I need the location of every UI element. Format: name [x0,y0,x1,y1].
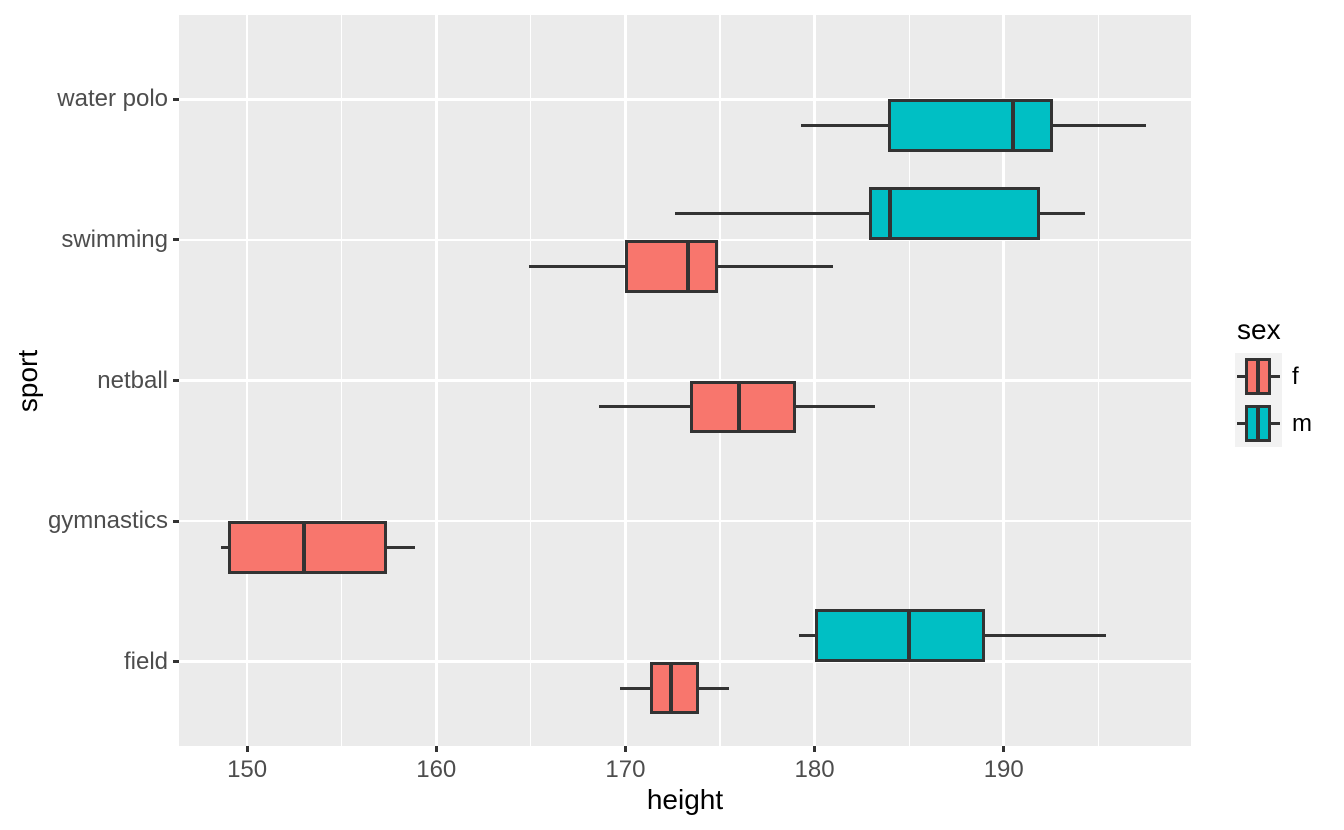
legend-label-m: m [1292,410,1312,437]
boxplot-whisker-high [699,686,730,690]
y-tick-label: water polo [57,85,168,113]
boxplot-box-f [689,380,796,434]
legend-boxplot-median-icon [1256,405,1260,442]
y-tick-mark [173,660,179,664]
y-tick-label: swimming [61,225,168,253]
x-tick-mark [813,746,817,752]
y-gridline-major [179,660,1191,663]
boxplot-median [685,242,691,290]
boxplot-whisker-high [1039,212,1086,216]
boxplot-box-f [625,239,719,293]
x-axis-title: height [646,784,724,815]
y-gridline-major [179,379,1191,382]
boxplot-whisker-high [984,633,1106,637]
x-tick-label: 180 [794,756,835,783]
x-tick-mark [1002,746,1006,752]
y-gridline-major [179,519,1191,523]
boxplot-median [906,611,912,659]
x-tick-label: 150 [227,756,268,783]
y-tick-label: netball [97,366,168,394]
boxplot-whisker-high [718,264,834,268]
boxplot-median [668,664,674,712]
boxplot-whisker-low [598,405,690,409]
boxplot-whisker-low [528,264,626,268]
boxplot-median [887,190,893,237]
legend-key-m [1235,400,1282,447]
x-tick-mark [434,746,438,752]
legend-key-f [1235,353,1282,400]
boxplot-whisker-low [799,633,815,637]
legend-label-f: f [1292,363,1299,390]
boxplot-whisker-high [1052,124,1146,128]
y-gridline-major [179,98,1191,101]
boxplot-whisker-low [619,686,650,690]
boxplot-whisker-high [387,545,416,549]
y-tick-mark [173,97,179,101]
x-tick-label: 190 [983,756,1024,783]
y-tick-mark [173,519,179,523]
boxplot-median [301,524,307,571]
boxplot-box-f [650,661,700,715]
boxplot-box-f [228,521,388,574]
y-gridline-major [179,238,1191,242]
legend-title: sex [1237,314,1281,345]
boxplot-median [1010,102,1016,150]
x-tick-mark [245,746,249,752]
legend-boxplot-median-icon [1256,358,1260,395]
x-tick-label: 160 [416,756,457,783]
boxplot-whisker-high [795,405,876,409]
boxplot-whisker-low [674,212,870,216]
boxplot-box-m [814,608,985,662]
y-tick-label: field [123,647,168,675]
boxplot-box-m [888,99,1053,153]
y-tick-mark [173,238,179,242]
x-tick-label: 170 [605,756,646,783]
boxplot-whisker-low [801,124,889,128]
boxplot-box-m [869,187,1040,240]
boxplot-whisker-low [220,545,229,549]
y-tick-mark [173,379,179,382]
x-tick-mark [623,746,627,752]
boxplot-median [736,383,742,431]
y-tick-label: gymnastics [47,507,168,535]
